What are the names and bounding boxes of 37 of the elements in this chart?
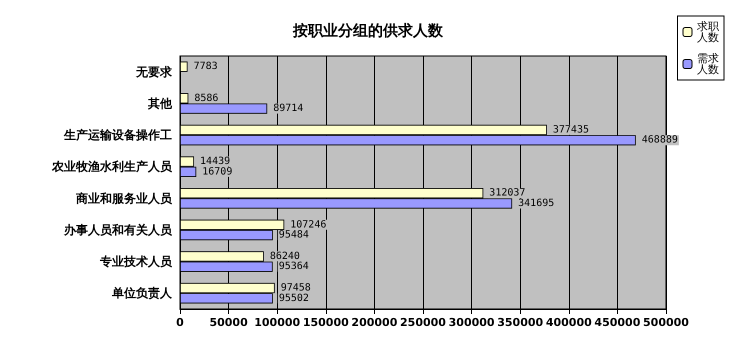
chart-title: 按职业分组的供求人数 (292, 22, 444, 40)
y-tick-label: 专业技术人员 (99, 254, 173, 269)
y-tick-label: 单位负责人 (111, 286, 173, 300)
x-tick-label: 500000 (643, 316, 690, 329)
x-tick-label: 50000 (209, 316, 248, 329)
x-tick-label: 450000 (594, 316, 641, 329)
y-tick-label: 生产运输设备操作工 (63, 128, 172, 142)
x-tick-label: 400000 (546, 316, 592, 329)
data-label: 95502 (278, 292, 309, 304)
y-tick-label: 农业牧渔水利生产人员 (51, 160, 173, 174)
y-tick-label: 其他 (147, 96, 173, 110)
legend-label: 求职人数 (697, 20, 719, 44)
legend-label: 需求人数 (697, 52, 719, 76)
data-label: 312037 (489, 188, 526, 199)
x-tick-label: 250000 (400, 316, 446, 329)
x-tick-label: 0 (176, 316, 184, 329)
data-label: 377435 (552, 124, 589, 136)
data-label: 8586 (194, 92, 218, 104)
data-label: 89714 (273, 103, 304, 114)
data-label: 468889 (642, 134, 678, 146)
x-tick-label: 200000 (351, 316, 398, 329)
data-label: 95364 (278, 261, 309, 272)
data-label: 16709 (202, 166, 232, 178)
x-tick-label: 350000 (497, 316, 544, 329)
data-label: 97458 (280, 282, 311, 294)
x-tick-label: 300000 (448, 316, 495, 329)
data-label: 86240 (270, 250, 300, 262)
y-tick-label: 商业和服务业人员 (75, 191, 173, 206)
y-tick-label: 无要求 (135, 64, 173, 79)
data-label: 14439 (200, 156, 230, 168)
data-label: 341695 (518, 198, 554, 209)
data-label: 7783 (194, 61, 218, 72)
x-tick-label: 150000 (302, 316, 350, 329)
data-label: 95484 (278, 230, 309, 241)
y-tick-label: 办事人员和有关人员 (63, 222, 173, 237)
x-tick-label: 100000 (254, 316, 300, 329)
data-label: 107246 (290, 219, 326, 230)
